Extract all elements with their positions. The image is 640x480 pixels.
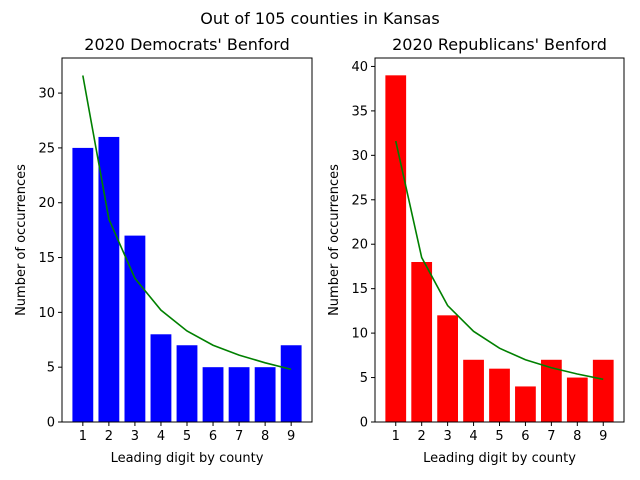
democrats-y-tick-label: 15 [38, 251, 55, 266]
republicans-x-tick-label: 3 [443, 429, 451, 444]
republicans-axes: 1 2 3 4 5 6 7 8 9 0 5 10 15 20 25 30 35 40 [351, 57, 625, 444]
democrats-y-tick-label: 25 [38, 141, 55, 156]
democrats-bar-6 [202, 367, 224, 422]
republicans-y-tick-label: 35 [351, 104, 368, 119]
democrats-axes: 1 2 3 4 5 6 7 8 9 0 5 10 15 20 25 30 [38, 57, 313, 444]
republicans-bar-2 [411, 262, 433, 422]
democrats-x-tick-label: 4 [157, 429, 165, 444]
republicans-y-tick-label: 40 [351, 60, 368, 75]
republicans-bar-1 [385, 75, 407, 422]
republicans-bar-8 [566, 377, 588, 422]
republicans-x-tick-label: 4 [469, 429, 477, 444]
democrats-bar-8 [254, 367, 276, 422]
democrats-bar-2 [98, 136, 120, 422]
republicans-x-axis-label: Leading digit by county [423, 451, 576, 466]
republicans-y-tick-label: 15 [351, 282, 368, 297]
republicans-x-tick-label: 6 [521, 429, 529, 444]
republicans-x-tick-label: 9 [599, 429, 607, 444]
democrats-y-tick-label: 10 [38, 306, 55, 321]
republicans-benford-line [394, 140, 604, 381]
republicans-bar-4 [463, 359, 484, 422]
republicans-benford-line-group [394, 140, 604, 381]
democrats-x-tick-label: 2 [105, 429, 113, 444]
republicans-y-tick-label: 10 [351, 327, 368, 342]
democrats-x-tick-label: 9 [287, 429, 295, 444]
democrats-y-tick-label: 0 [47, 416, 55, 431]
republicans-x-tick-label: 5 [495, 429, 503, 444]
democrats-x-tick-label: 7 [235, 429, 243, 444]
democrats-bar-1 [72, 147, 94, 422]
republicans-y-tick-label: 0 [360, 416, 368, 431]
democrats-y-tick-label: 20 [38, 196, 55, 211]
democrats-bar-3 [124, 235, 146, 422]
democrats-benford-line-group [82, 75, 292, 371]
republicans-chart-title: 2020 Republicans' Benford [392, 35, 607, 54]
republicans-x-tick-label: 8 [573, 429, 581, 444]
republicans-bar-3 [437, 315, 458, 422]
republicans-y-tick-label: 30 [351, 149, 368, 164]
republicans-benford-chart: 2020 Republicans' Benford 1 2 3 4 5 6 7 8 905101… [327, 35, 625, 466]
democrats-bar-7 [228, 367, 250, 422]
democrats-bar-5 [176, 345, 198, 422]
democrats-y-axis-label: Number of occurrences [14, 164, 29, 316]
republicans-x-tick-label: 7 [547, 429, 555, 444]
democrats-benford-chart: 2020 Democrats' Benford 1 2 3 4 5 6 7 8 9 0 5 10 15 2… [14, 35, 313, 466]
democrats-x-tick-label: 3 [131, 429, 139, 444]
democrats-x-tick-label: 6 [209, 429, 217, 444]
republicans-y-tick-label: 20 [351, 238, 368, 253]
republicans-bar-9 [592, 359, 614, 422]
figure-suptitle: Out of 105 counties in Kansas [200, 9, 439, 28]
republicans-y-tick-label: 25 [351, 193, 368, 208]
republicans-bars [385, 75, 614, 422]
republicans-bar-5 [489, 368, 510, 422]
democrats-bars [72, 136, 302, 422]
democrats-x-axis-label: Leading digit by county [111, 451, 264, 466]
republicans-bar-7 [541, 359, 562, 422]
democrats-x-tick-label: 8 [261, 429, 269, 444]
republicans-x-tick-label: 2 [418, 429, 426, 444]
republicans-bar-6 [515, 386, 536, 422]
democrats-bar-9 [280, 345, 302, 422]
democrats-benford-line [82, 75, 292, 371]
democrats-chart-title: 2020 Democrats' Benford [84, 35, 289, 54]
democrats-bar-4 [150, 334, 172, 422]
democrats-y-tick-label: 30 [38, 87, 55, 102]
democrats-x-tick-label: 1 [79, 429, 87, 444]
republicans-x-tick-label: 1 [392, 429, 400, 444]
democrats-y-tick-label: 5 [47, 361, 55, 376]
republicans-y-tick-label: 5 [360, 371, 368, 386]
republicans-y-axis-label: Number of occurrences [327, 164, 342, 316]
democrats-x-tick-label: 5 [183, 429, 191, 444]
